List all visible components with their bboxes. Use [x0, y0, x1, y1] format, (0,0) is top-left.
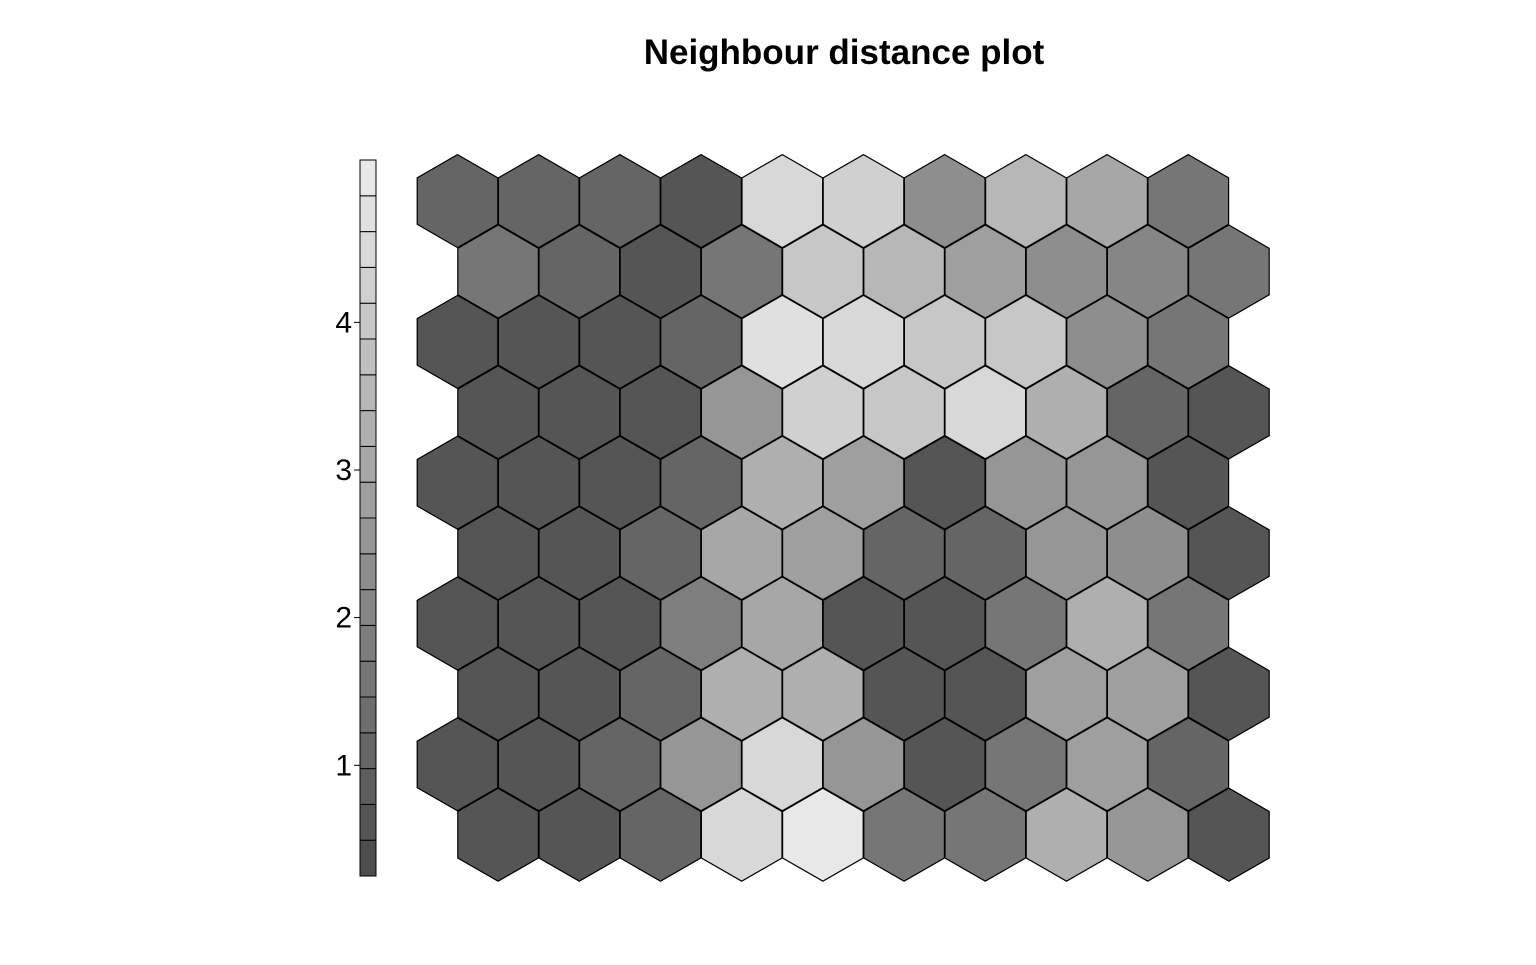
- hex-cell-r3-c5: [741, 294, 824, 390]
- hex-cell-r7-c5: [741, 576, 824, 671]
- hex-cell-r6-c10: [1187, 505, 1270, 601]
- legend-swatch: [359, 231, 377, 268]
- legend-tick-label: 4: [335, 306, 352, 339]
- hex-cell-r9-c5: [741, 717, 824, 812]
- color-legend: 1 2 3 4: [335, 159, 377, 877]
- legend-swatch: [359, 624, 377, 662]
- hex-cell-r3-c6: [822, 294, 905, 390]
- hex-cell-r4-c10: [1187, 365, 1270, 460]
- hex-cell-r1-c6: [822, 153, 905, 249]
- hex-cell-r2-c10: [1187, 224, 1270, 319]
- legend-swatch: [359, 195, 377, 233]
- hex-cell-r3-c10: [1147, 294, 1230, 390]
- legend-swatch: [359, 338, 377, 376]
- hex-cell-r9-c10: [1147, 717, 1230, 812]
- hex-cell-r6-c3: [619, 505, 702, 601]
- hex-cell-r9-c6: [822, 717, 905, 812]
- legend-swatch: [359, 410, 377, 447]
- hex-cell-r3-c8: [984, 294, 1067, 390]
- hex-cell-r7-c8: [984, 576, 1067, 671]
- legend-swatch: [359, 481, 377, 519]
- hex-cell-r1-c8: [984, 153, 1067, 249]
- legend-tick-label: 1: [335, 749, 352, 782]
- legend-swatch: [359, 374, 377, 412]
- hex-cell-r10-c10: [1187, 787, 1270, 882]
- hex-cell-r1-c5: [741, 153, 824, 249]
- legend-swatch: [359, 159, 377, 197]
- hex-cell-r4-c3: [619, 365, 702, 460]
- hex-cell-r5-c10: [1147, 435, 1230, 530]
- hex-grid: [416, 153, 1270, 882]
- hex-cell-r5-c6: [822, 435, 905, 530]
- hex-cell-r7-c10: [1147, 576, 1230, 671]
- hex-cell-r4-c2: [538, 365, 621, 460]
- hex-cell-r6-c2: [538, 505, 621, 601]
- legend-swatch: [359, 589, 377, 626]
- hex-cell-r10-c3: [619, 787, 702, 882]
- hex-cell-r5-c8: [984, 435, 1067, 530]
- legend-swatch: [359, 302, 377, 340]
- legend-swatch: [359, 266, 377, 304]
- legend-swatch: [359, 803, 377, 841]
- hex-cell-r2-c2: [538, 224, 621, 319]
- legend-swatch: [359, 732, 377, 770]
- hex-cell-r7-c6: [822, 576, 905, 671]
- legend-swatch: [359, 553, 377, 591]
- hex-cell-r8-c2: [538, 646, 621, 742]
- legend-swatch: [359, 445, 377, 483]
- hex-cell-r1-c10: [1147, 153, 1230, 249]
- legend-swatch: [359, 517, 377, 555]
- legend-swatch: [359, 768, 377, 805]
- hex-cell-r2-c3: [619, 224, 702, 319]
- hex-cell-r5-c5: [741, 435, 824, 530]
- legend-swatch: [359, 839, 377, 877]
- legend-swatch: [359, 696, 377, 734]
- hex-cell-r10-c2: [538, 787, 621, 882]
- legend-tick-label: 2: [335, 602, 352, 635]
- legend-swatch: [359, 660, 377, 698]
- hex-cell-r8-c3: [619, 646, 702, 742]
- hex-cell-r8-c10: [1187, 646, 1270, 742]
- hex-cell-r9-c8: [984, 717, 1067, 812]
- chart-title: Neighbour distance plot: [644, 33, 1045, 72]
- legend-tick-label: 3: [335, 454, 352, 487]
